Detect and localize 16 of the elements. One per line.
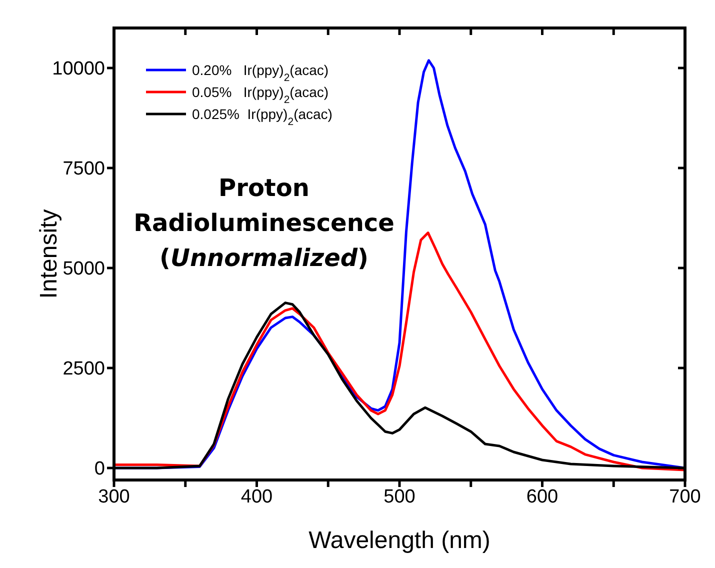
y-tick-label: 0 xyxy=(94,458,105,480)
x-tick-label: 700 xyxy=(669,486,701,508)
x-tick-label: 500 xyxy=(384,486,416,508)
y-tick-label: 7500 xyxy=(62,158,105,180)
x-tick-label: 600 xyxy=(526,486,558,508)
x-tick-label: 400 xyxy=(240,486,273,508)
y-axis-title: Intensity xyxy=(36,209,63,299)
y-tick-label: 5000 xyxy=(62,258,105,280)
x-axis-title: Wavelength (nm) xyxy=(308,527,490,554)
annotation: Proton Radioluminescence (Unnormalized) xyxy=(134,174,394,272)
legend-label: 0.20% Ir(ppy)$_{2}$(acac) xyxy=(192,62,329,84)
x-tick-label: 300 xyxy=(98,486,130,508)
legend-label: 0.05% Ir(ppy)$_{2}$(acac) xyxy=(192,84,329,106)
legend-label: 0.025% Ir(ppy)$_{2}$(acac) xyxy=(192,106,332,128)
y-tick-label: 10000 xyxy=(52,58,105,80)
y-tick-label: 2500 xyxy=(62,358,105,380)
